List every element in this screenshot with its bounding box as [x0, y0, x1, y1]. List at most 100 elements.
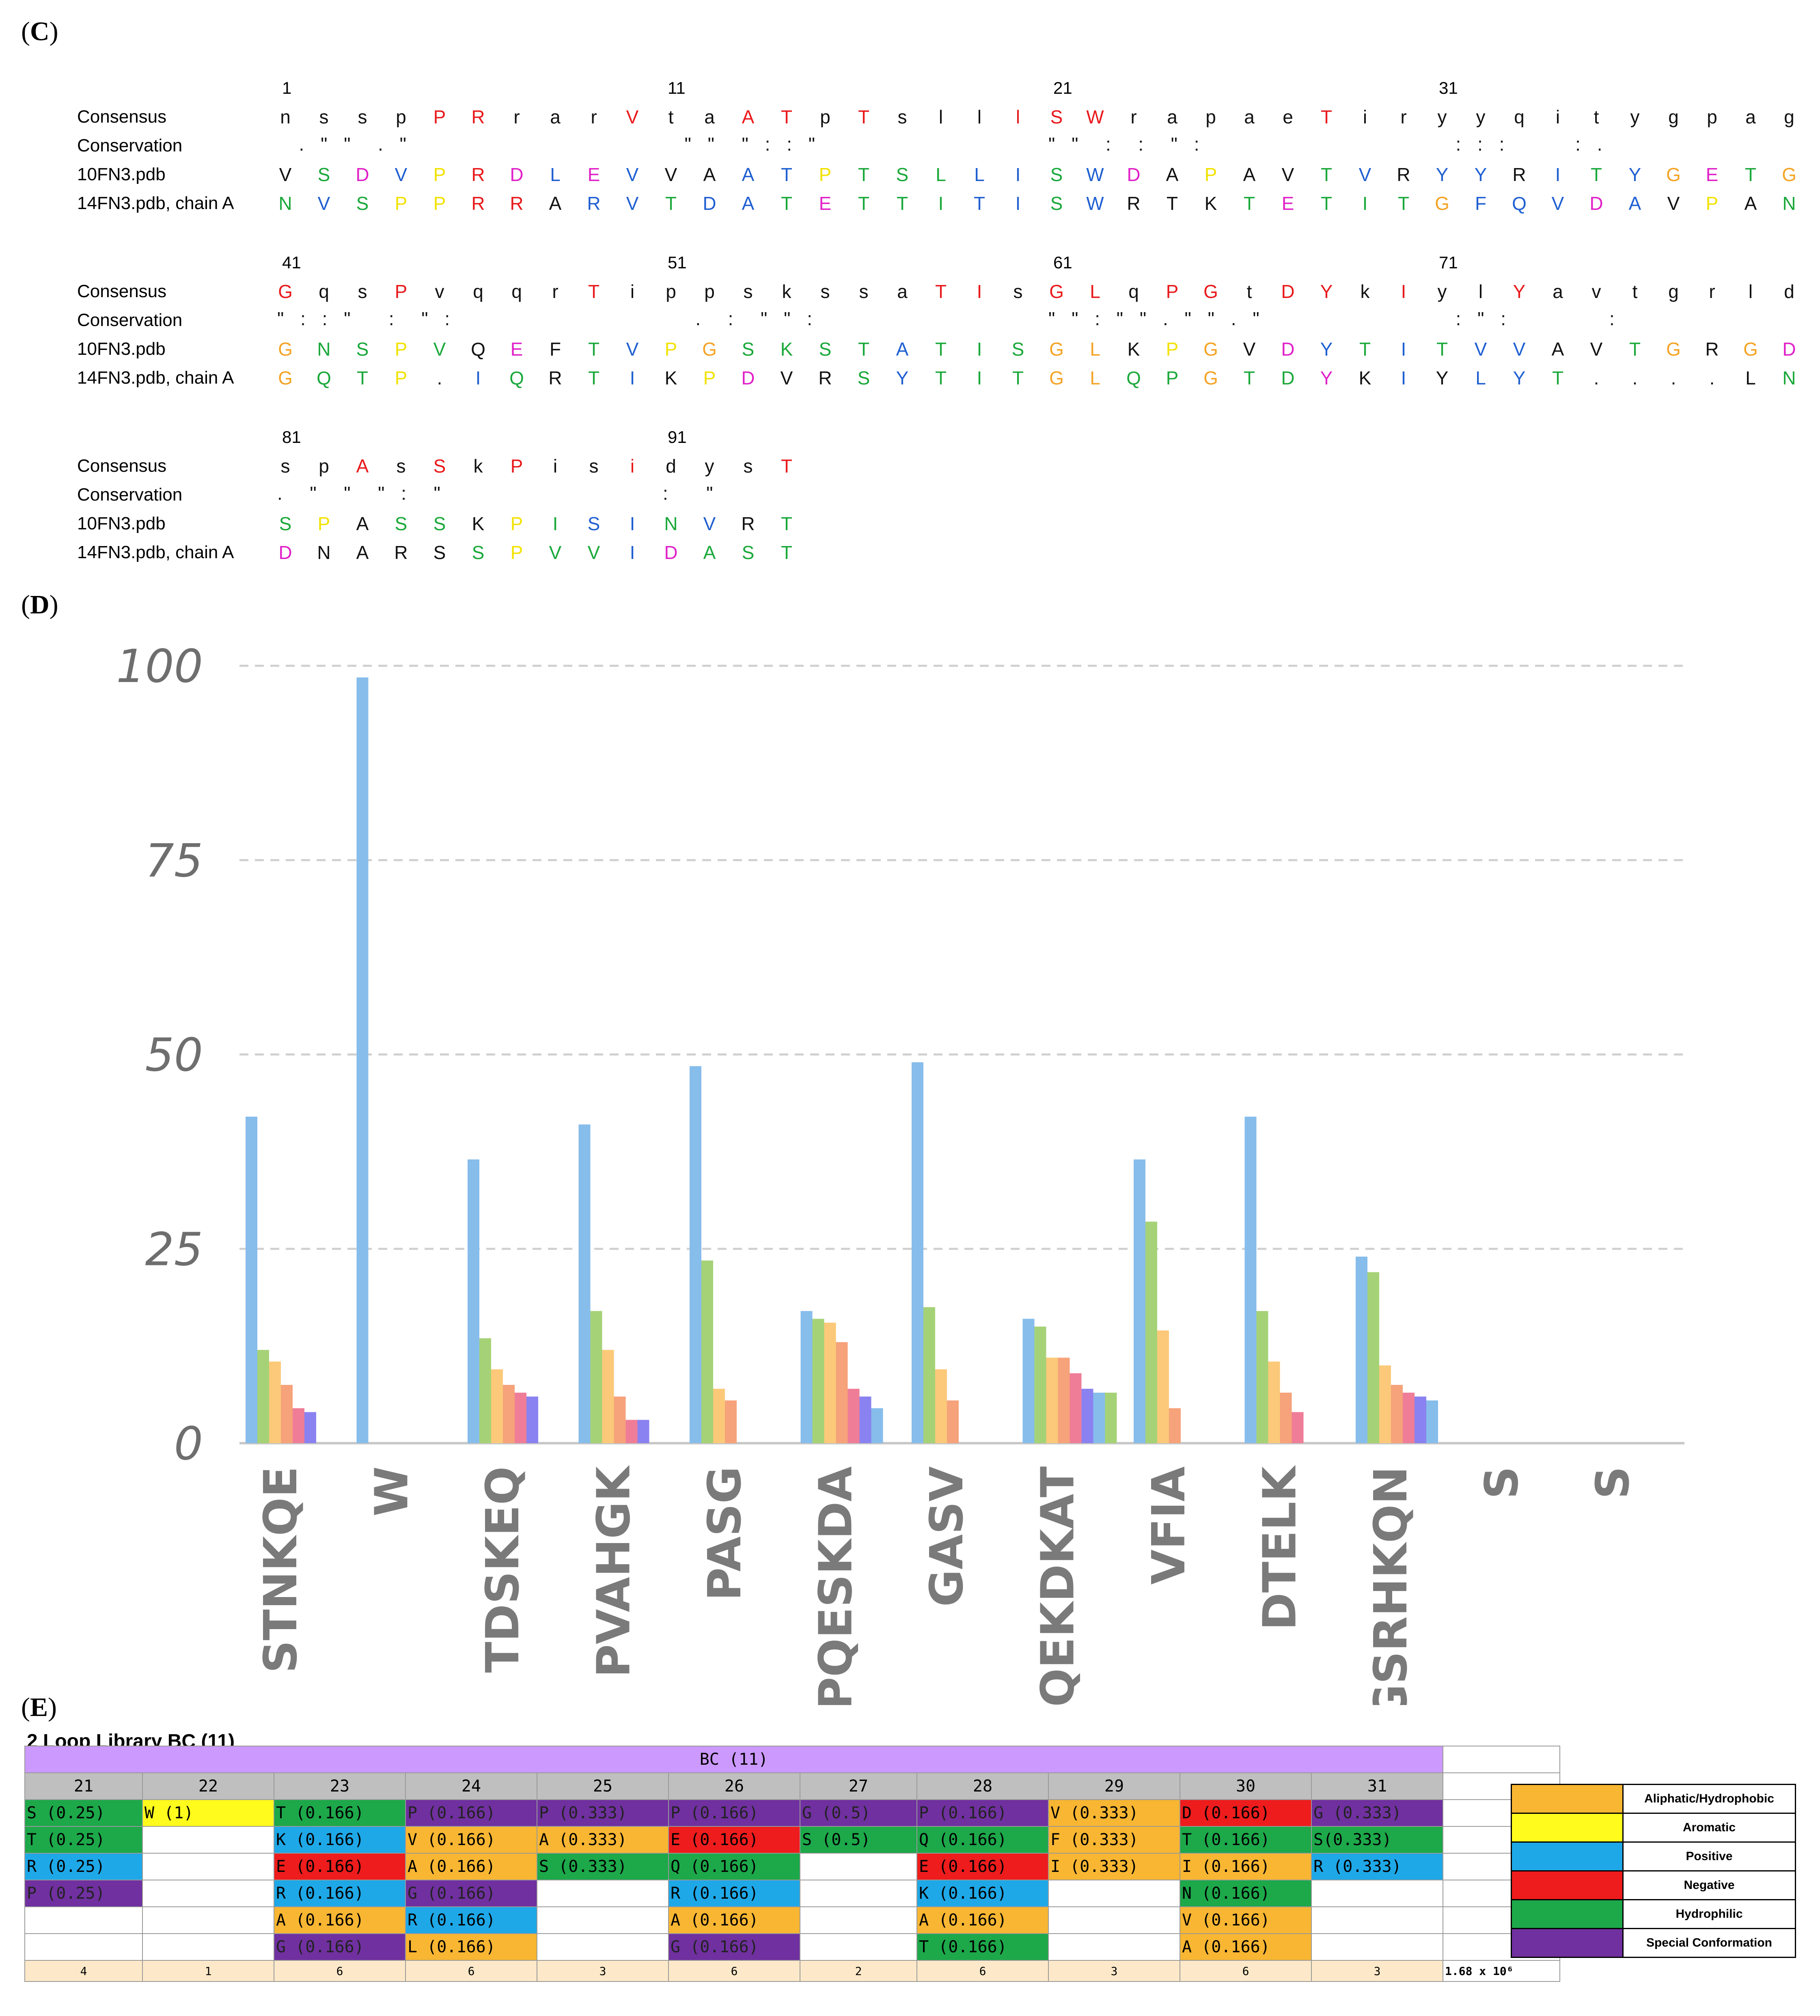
- residue: P: [703, 367, 716, 389]
- bar: [1105, 1392, 1117, 1443]
- residue: G: [1666, 164, 1681, 185]
- position-number: 81: [282, 427, 301, 447]
- residue: l: [1016, 106, 1020, 127]
- spacer-cell: [1443, 1733, 1560, 1746]
- spacer-cell: [537, 1733, 668, 1746]
- position-header: 31: [1311, 1772, 1443, 1800]
- residue: .: [1594, 367, 1599, 389]
- residue: A: [742, 164, 755, 185]
- residue: T: [781, 193, 793, 214]
- row-label: Conservation: [77, 485, 183, 505]
- residue: r: [513, 106, 520, 127]
- residue: A: [1551, 339, 1564, 360]
- residue-cell: [24, 1906, 143, 1934]
- residue: T: [781, 455, 793, 477]
- residue: D: [741, 367, 755, 389]
- residue: I: [1401, 281, 1406, 302]
- spacer-cell: [142, 1733, 274, 1746]
- conservation-marks: : : : : .: [1434, 134, 1608, 155]
- residue-cell: [800, 1880, 917, 1907]
- residue: i: [630, 455, 635, 477]
- spacer-cell: [25, 1733, 142, 1746]
- residue: A: [1243, 164, 1256, 185]
- bar: [526, 1397, 538, 1443]
- residue: N: [1782, 193, 1796, 214]
- legend-swatch: [1511, 1928, 1624, 1958]
- residue: S: [356, 193, 369, 214]
- residue-cell: [1311, 1933, 1443, 1961]
- residue: T: [356, 367, 369, 389]
- residue: V: [1590, 339, 1603, 360]
- residue-cell: P (0.166): [405, 1799, 537, 1827]
- residue-cell: A (0.166): [274, 1906, 406, 1934]
- residue: A: [356, 455, 369, 477]
- residue: Y: [1513, 367, 1526, 389]
- residue: I: [1362, 193, 1368, 214]
- residue-cell: R (0.166): [668, 1880, 800, 1907]
- position-number: 21: [1053, 78, 1072, 97]
- residue: T: [896, 193, 908, 214]
- residue: V: [626, 339, 639, 360]
- residue: D: [1782, 339, 1796, 360]
- position-number: 41: [282, 253, 301, 272]
- conservation-marks: . : " " :: [663, 308, 818, 329]
- residue: T: [588, 339, 600, 360]
- residue: Y: [1320, 367, 1333, 389]
- category-label: GSRHKQN: [1365, 1466, 1417, 1705]
- row-label: Conservation: [77, 136, 183, 155]
- empty-cell: [1443, 1746, 1560, 1773]
- residue: a: [897, 281, 908, 302]
- residue-cell: V (0.166): [1180, 1906, 1312, 1934]
- residue: S: [279, 513, 292, 534]
- residue: N: [278, 193, 292, 214]
- category-label: TDSKEQ: [477, 1466, 529, 1673]
- residue: I: [552, 513, 558, 534]
- bar: [1058, 1358, 1070, 1443]
- residue: F: [1475, 193, 1487, 214]
- position-number: 1: [282, 78, 292, 97]
- residue: P: [433, 164, 446, 185]
- residue: s: [859, 281, 869, 302]
- residue: V: [626, 164, 639, 185]
- residue: A: [742, 106, 755, 127]
- residue: S: [433, 455, 446, 477]
- residue: r: [591, 106, 597, 127]
- residue: G: [1782, 164, 1796, 185]
- residue: G: [1203, 367, 1218, 389]
- position-header: 24: [405, 1772, 537, 1800]
- residue: R: [587, 193, 601, 214]
- residue: V: [780, 367, 793, 389]
- residue: S: [1050, 193, 1063, 214]
- residue: y: [1437, 281, 1447, 302]
- residue: T: [1320, 106, 1333, 127]
- residue-cell: S (0.333): [537, 1853, 669, 1880]
- residue-cell: K (0.166): [916, 1880, 1049, 1907]
- residue: E: [510, 339, 523, 360]
- residue: D: [1127, 164, 1141, 185]
- residue-frequency-chart: 0 25 50 75 100 STNKQE W TDSKEQ PVAHGK PASG PQESKDA…: [116, 640, 1684, 1705]
- residue: G: [1049, 367, 1064, 389]
- residue: k: [1360, 281, 1370, 302]
- residue: P: [433, 193, 446, 214]
- residue: S: [1011, 339, 1024, 360]
- spacer-cell: [405, 1733, 537, 1746]
- residue: R: [394, 542, 408, 563]
- residue: T: [1166, 193, 1178, 214]
- residue: S: [1050, 164, 1063, 185]
- residue-cell: R (0.166): [405, 1906, 537, 1934]
- residue: A: [1744, 193, 1757, 214]
- residue: P: [510, 455, 523, 477]
- residue: T: [858, 339, 870, 360]
- residue-cell: [142, 1826, 274, 1854]
- residue: s: [396, 455, 406, 477]
- y-tick-label: 0: [174, 1418, 203, 1470]
- residue: T: [781, 106, 793, 127]
- residue: s: [897, 106, 907, 127]
- bar: [1157, 1330, 1169, 1443]
- residue: Y: [1474, 164, 1487, 185]
- residue: S: [472, 542, 485, 563]
- count-cell: 2: [800, 1960, 917, 1982]
- residue: s: [319, 106, 329, 127]
- residue-cell: [1048, 1933, 1180, 1961]
- residue-cell: [1311, 1906, 1443, 1934]
